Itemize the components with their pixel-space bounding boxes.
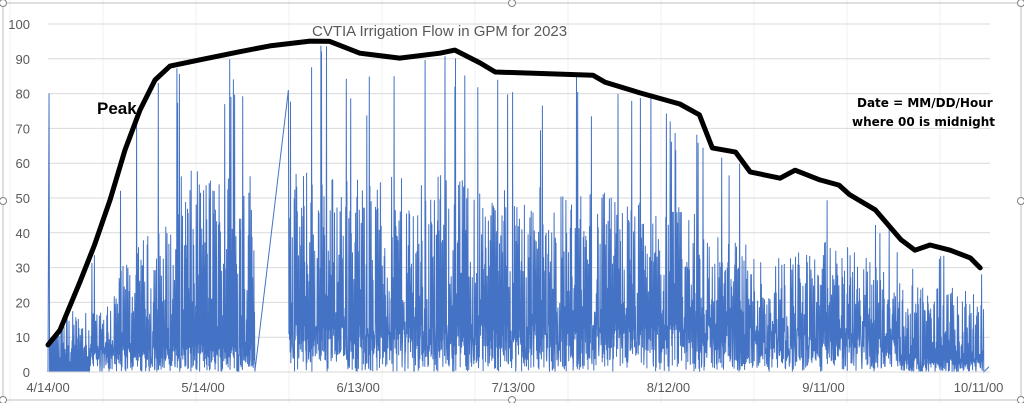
- date-format-note-line2: where 00 is midnight: [852, 115, 995, 129]
- y-tick-label: 90: [16, 52, 30, 67]
- x-tick-label: 6/13/00: [337, 380, 380, 395]
- y-tick-label: 60: [16, 156, 30, 171]
- y-tick-label: 20: [16, 295, 30, 310]
- x-tick-label: 10/11/00: [954, 380, 1004, 395]
- resize-handle[interactable]: [1017, 197, 1024, 205]
- x-tick-label: 9/11/00: [802, 380, 844, 395]
- resize-handle[interactable]: [1017, 396, 1024, 403]
- y-tick-label: 0: [23, 365, 30, 380]
- y-tick-label: 80: [16, 87, 30, 102]
- x-tick-label: 7/13/00: [492, 380, 535, 395]
- x-tick-label: 8/12/00: [647, 380, 690, 395]
- chart-title: CVTIA Irrigation Flow in GPM for 2023: [312, 23, 567, 40]
- resize-handle[interactable]: [0, 0, 7, 7]
- x-axis-ticks: 4/14/00 5/14/00 6/13/00 7/13/00 8/12/00 9/11/…: [26, 380, 1003, 395]
- resize-handle[interactable]: [0, 396, 7, 403]
- y-tick-label: 100: [8, 17, 30, 32]
- date-format-note-line1: Date = MM/DD/Hour: [857, 96, 993, 110]
- x-tick-label: 5/14/00: [181, 380, 224, 395]
- y-axis-ticks: 0 10 20 30 40 50 60 70 80 90 100: [8, 17, 30, 380]
- y-tick-label: 50: [16, 191, 30, 206]
- resize-handle[interactable]: [1017, 0, 1024, 7]
- resize-handle[interactable]: [508, 0, 516, 7]
- flow-series-line: [47, 45, 990, 374]
- y-tick-label: 70: [16, 121, 30, 136]
- resize-handle[interactable]: [508, 396, 516, 403]
- y-tick-label: 40: [16, 226, 30, 241]
- peak-envelope-line: [45, 38, 983, 348]
- peak-label: Peak: [97, 99, 137, 118]
- y-tick-label: 30: [16, 261, 30, 276]
- y-tick-label: 10: [16, 330, 30, 345]
- resize-handle[interactable]: [0, 197, 7, 205]
- x-tick-label: 4/14/00: [26, 380, 69, 395]
